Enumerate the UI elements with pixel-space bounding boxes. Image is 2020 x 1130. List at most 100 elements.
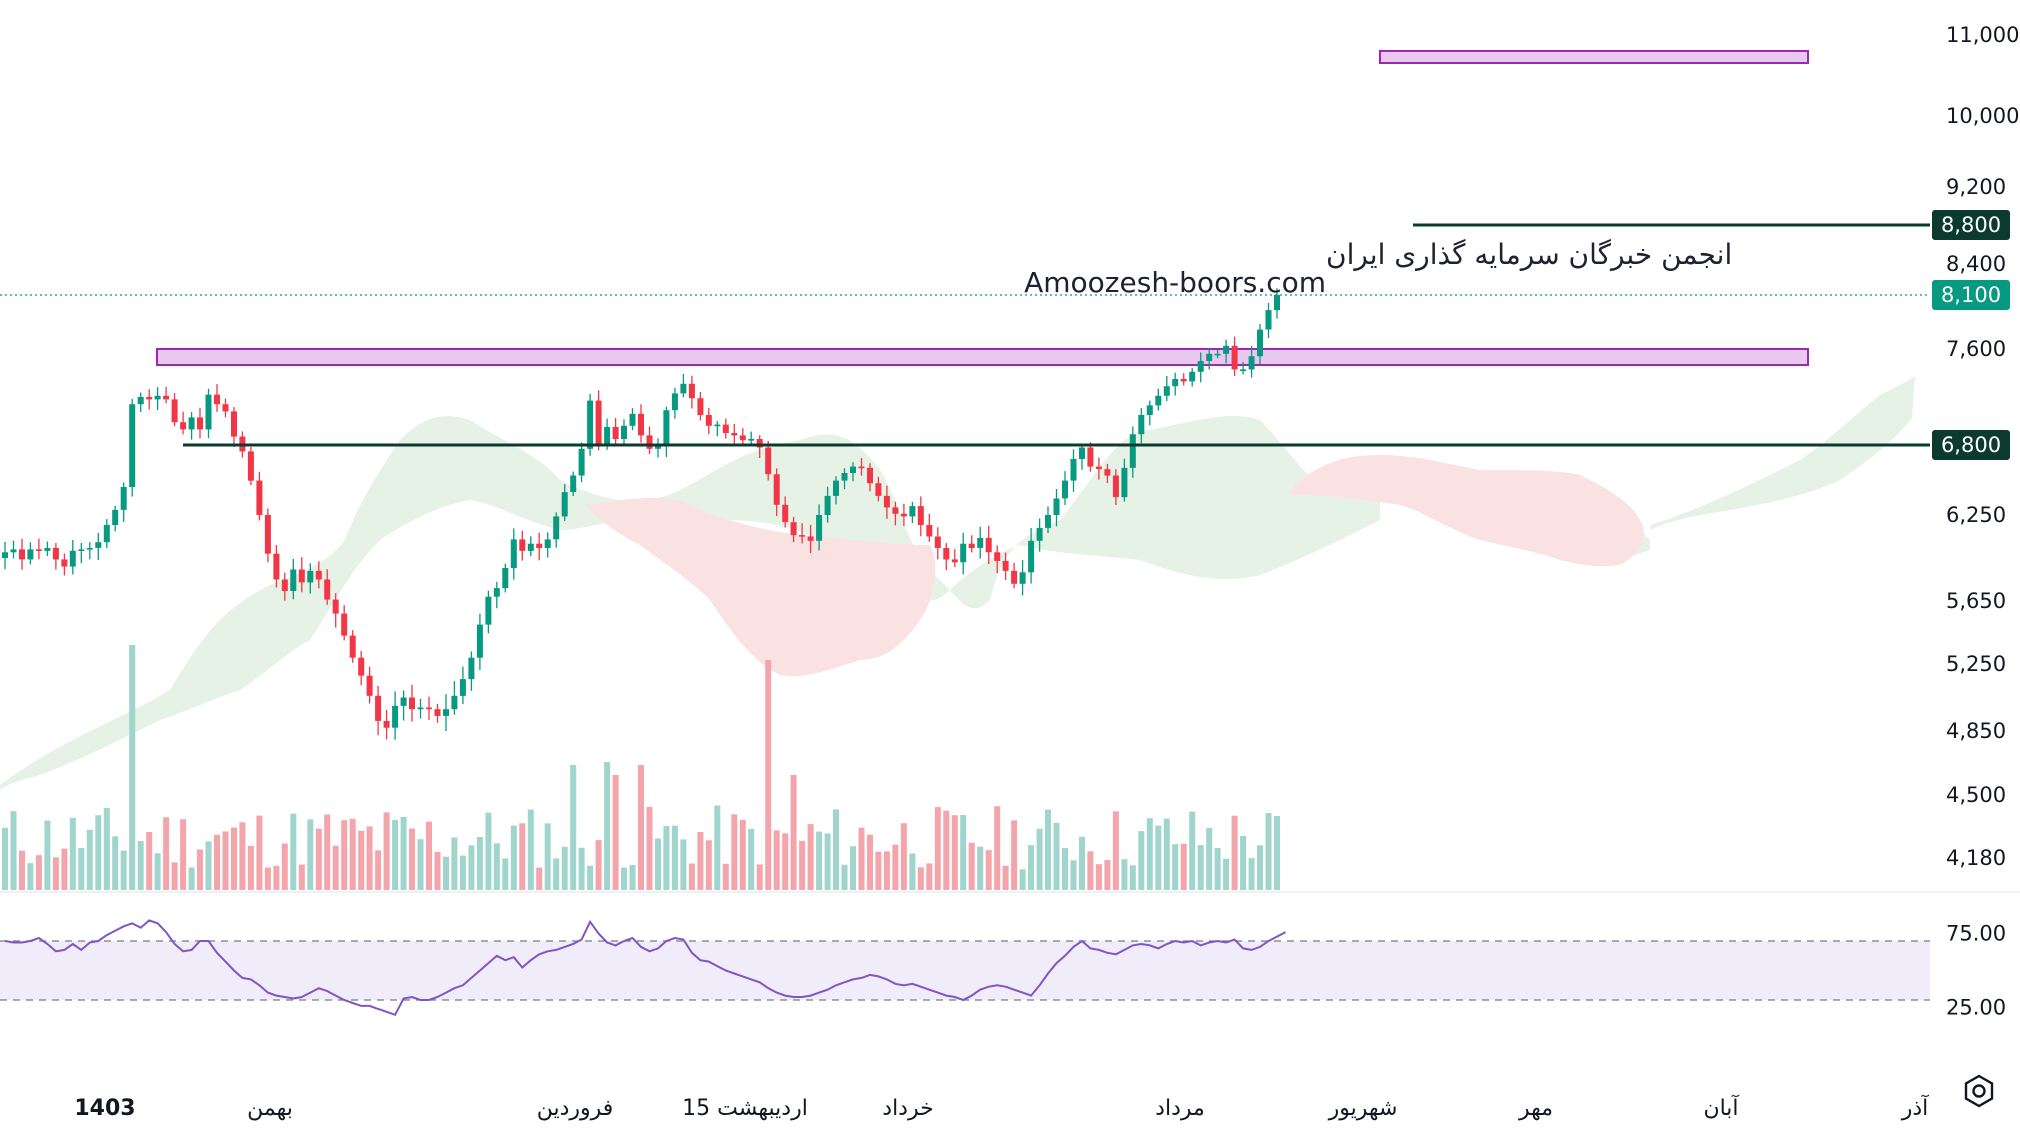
candle-body: [1163, 386, 1170, 396]
volume-bar: [561, 846, 568, 890]
candle-up: [78, 543, 85, 564]
volume-bar: [824, 833, 831, 890]
price-tick-label: 10,000: [1946, 104, 2019, 128]
candle-up: [833, 476, 839, 505]
candle-body: [1180, 379, 1187, 382]
candle-down: [773, 468, 780, 517]
candle-body: [841, 473, 848, 481]
candle-body: [688, 383, 695, 399]
candle-body: [875, 483, 882, 496]
volume-bar: [264, 867, 271, 890]
candle-body: [205, 394, 212, 430]
candle-body: [451, 695, 458, 710]
candle-down: [358, 651, 365, 686]
volume-bar: [493, 843, 500, 890]
volume-bar: [281, 843, 288, 890]
volume-bar: [850, 846, 856, 890]
candle-body: [1274, 295, 1280, 311]
candle-body: [773, 474, 780, 505]
candle-body: [1028, 540, 1035, 573]
time-tick-label: 15 اردیبهشت: [682, 1096, 808, 1121]
watermark-line2: Amoozesh-boors.com: [1024, 266, 1326, 299]
resistance-zones[interactable]: [156, 50, 1809, 366]
candle-body: [527, 543, 534, 551]
volume-bar: [629, 865, 636, 890]
candle-body: [909, 506, 916, 517]
candle-down: [892, 501, 899, 526]
volume-bar: [816, 831, 823, 890]
volume-bar: [917, 867, 924, 890]
volume-bar: [968, 842, 975, 890]
volume-bar: [1189, 811, 1196, 890]
candle-down: [281, 572, 288, 601]
candle-down: [705, 407, 712, 435]
candle-up: [1155, 388, 1162, 411]
candle-down: [739, 428, 746, 447]
candle-body: [816, 515, 823, 541]
candle-body: [731, 433, 738, 436]
candle-body: [536, 543, 543, 548]
candle-up: [1146, 400, 1153, 426]
volume-bar: [443, 856, 449, 890]
candle-body: [638, 413, 644, 436]
volume-bar: [358, 830, 365, 890]
candle-up: [137, 392, 144, 412]
candle-body: [231, 411, 237, 437]
volume-bar: [324, 814, 331, 890]
price-tick-label: 7,600: [1946, 337, 2006, 361]
settings-gear-icon[interactable]: [1962, 1074, 1996, 1108]
candle-down: [332, 593, 339, 628]
candle-up: [1070, 449, 1077, 492]
last-price-tag: 8,100: [1932, 280, 2010, 310]
candle-down: [298, 557, 305, 593]
volume-bar: [409, 828, 415, 890]
candle-body: [977, 537, 984, 548]
volume-bar: [909, 853, 916, 890]
volume-bar: [1180, 843, 1187, 890]
candle-down: [1087, 442, 1094, 472]
candle-body: [1206, 353, 1213, 361]
candle-up: [451, 681, 458, 715]
candle-up: [1223, 339, 1230, 364]
candle-body: [1129, 434, 1136, 468]
candle-body: [1214, 353, 1221, 356]
volume-bar: [1070, 860, 1077, 890]
candle-body: [612, 427, 619, 439]
volume-bar: [587, 865, 594, 890]
volume-bar: [739, 819, 746, 890]
candle-body: [1079, 447, 1085, 459]
candle-down: [782, 496, 789, 528]
candle-body: [1011, 570, 1018, 584]
candle-up: [1129, 426, 1136, 478]
volume-bar: [78, 848, 85, 890]
candle-down: [52, 543, 59, 570]
candle-down: [264, 508, 271, 563]
candle-up: [1079, 443, 1085, 470]
candle-body: [281, 579, 288, 591]
candle-down: [985, 525, 992, 564]
candle-up: [1206, 347, 1213, 370]
candle-up: [468, 651, 475, 691]
time-tick-label: خرداد: [882, 1096, 933, 1121]
volume-bar: [451, 837, 458, 890]
volume-bar: [595, 840, 602, 890]
volume-bar: [1240, 835, 1247, 890]
candle-down: [434, 703, 441, 723]
candle-down: [61, 553, 68, 576]
volume-bar: [400, 816, 407, 890]
rsi-tick-label: 25.00: [1946, 995, 2006, 1019]
candle-down: [722, 418, 729, 439]
candle-down: [1002, 552, 1009, 580]
candle-body: [994, 552, 1001, 561]
candle-body: [375, 695, 382, 721]
volume-bar: [858, 827, 865, 890]
candle-up: [44, 541, 51, 557]
candle-body: [1240, 369, 1247, 371]
horizontal-levels[interactable]: [0, 223, 1930, 447]
candle-down: [163, 386, 170, 404]
candle-up: [561, 484, 568, 521]
candle-up: [578, 442, 585, 483]
volume-bar: [163, 817, 170, 890]
volume-bar: [570, 765, 577, 890]
